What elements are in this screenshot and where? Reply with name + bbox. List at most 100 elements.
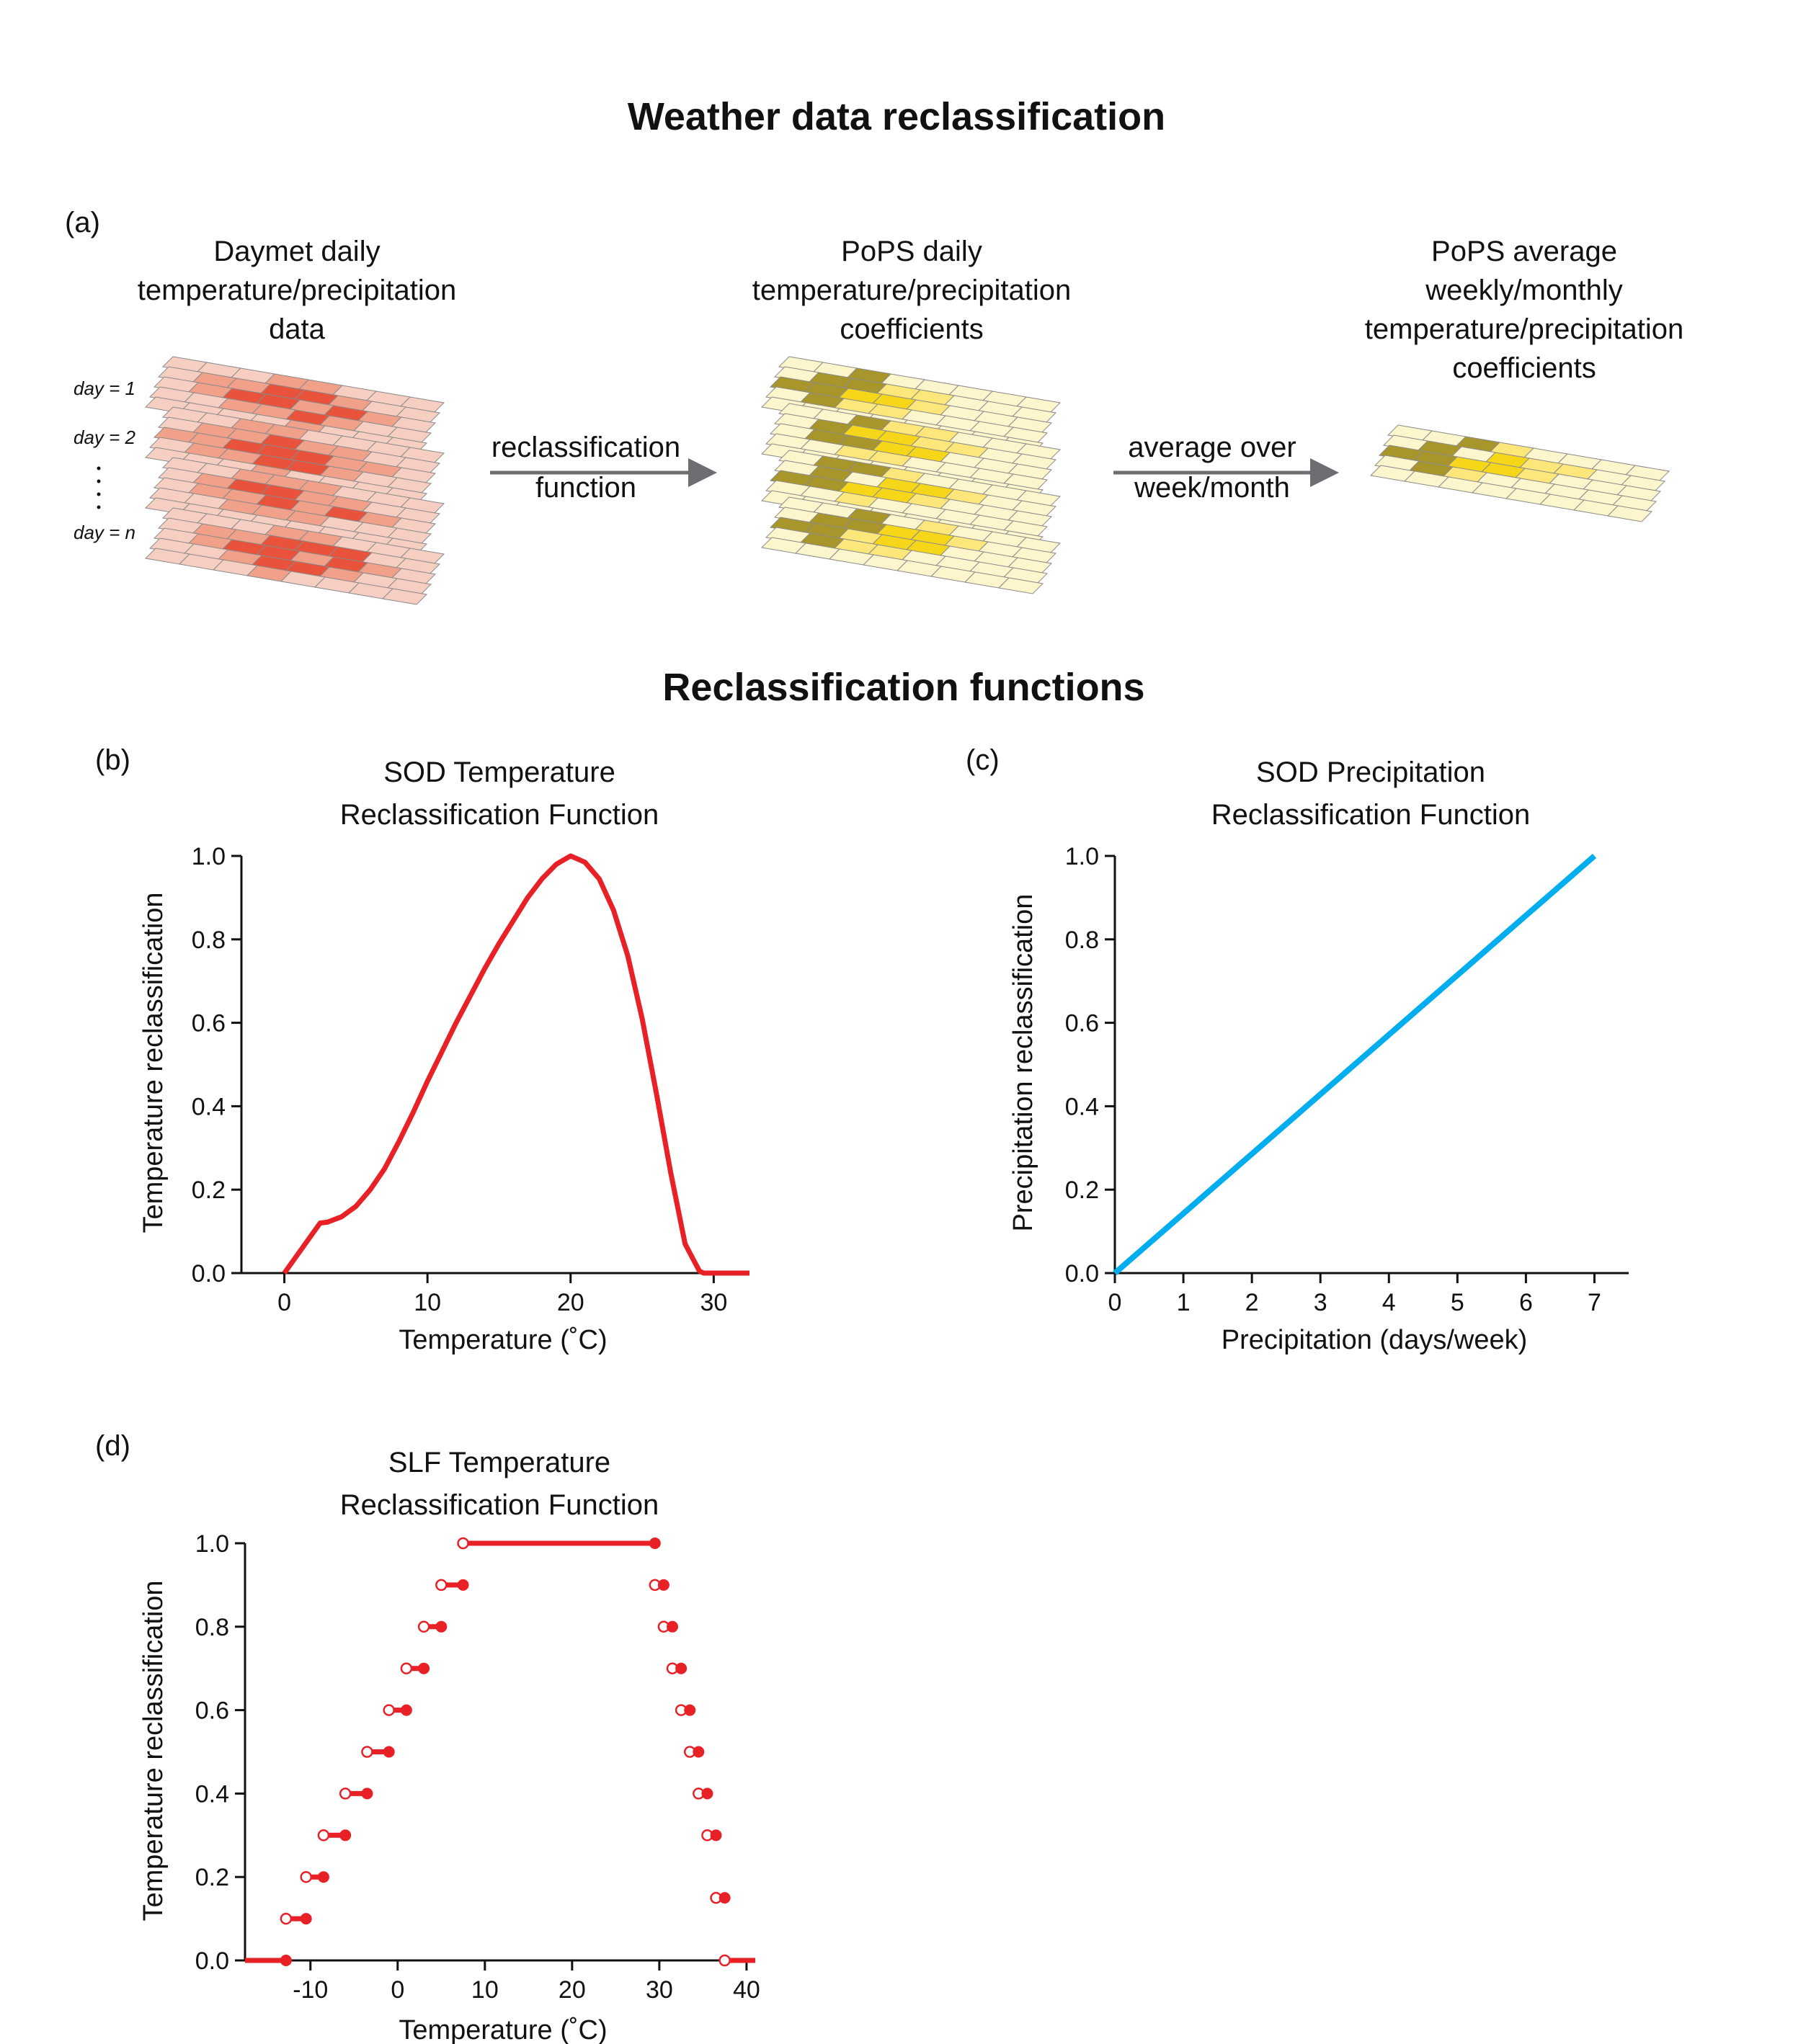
x-tick-label: 2 [1245,1289,1259,1316]
col3-line1: PoPS average [1431,236,1617,267]
y-tick-label: 1.0 [1065,843,1099,870]
y-tick-label: 0.8 [1065,927,1099,954]
x-tick-label: 10 [414,1289,441,1316]
x-tick-label: 1 [1177,1289,1191,1316]
y-tick-label: 0.0 [195,1947,229,1975]
open-point [339,1788,352,1800]
col3-line2: weekly/monthly [1425,275,1622,306]
chart-c-ylabel: Precipitation reclassification [1008,894,1038,1232]
day-label-1: day = 1 [74,378,135,399]
closed-point [675,1662,688,1674]
open-point [361,1746,373,1758]
chart-b-title-2: Reclassification Function [340,799,659,831]
pops-average-layer [1369,424,1670,522]
sod-precipitation-line [1113,853,1597,1276]
chart-c-title-1: SOD Precipitation [1256,757,1485,788]
open-point [718,1954,731,1967]
closed-point [693,1746,705,1758]
closed-point [435,1620,448,1633]
col1-line2: temperature/precipitation [138,275,456,306]
closed-point [383,1746,395,1758]
arrow2-label2: week/month [1134,472,1290,504]
arrow2-label1: average over [1128,432,1296,463]
x-tick-label: 7 [1588,1289,1601,1316]
y-tick-label: 0.4 [192,1093,226,1120]
closed-point [300,1913,312,1925]
chart-d-title-2: Reclassification Function [340,1489,659,1521]
x-tick-label: 20 [557,1289,584,1316]
closed-point [361,1788,373,1800]
x-tick-label: 30 [700,1289,727,1316]
col2-line1: PoPS daily [841,236,982,267]
col3-line4: coefficients [1452,352,1596,384]
closed-point [317,1871,329,1883]
closed-point [667,1620,679,1633]
chart-c-xlabel: Precipitation (days/week) [1222,1325,1528,1355]
col2-line2: temperature/precipitation [752,275,1071,306]
x-tick-label: 0 [277,1289,291,1316]
open-point [317,1829,330,1842]
chart-d-xlabel: Temperature (˚C) [399,2015,607,2044]
y-tick-label: 0.4 [1065,1093,1099,1120]
closed-point [657,1579,669,1591]
panel-d-label: (d) [95,1430,130,1462]
y-tick-label: 0.4 [195,1780,229,1808]
closed-point [400,1704,412,1716]
y-tick-label: 0.6 [195,1697,229,1725]
chart-b-title-1: SOD Temperature [383,757,615,788]
open-point [383,1704,395,1716]
y-tick-label: 0.2 [1065,1177,1099,1204]
arrow1-label2: function [535,472,636,504]
open-point [435,1579,448,1592]
open-point [280,1912,293,1925]
closed-point [710,1829,722,1842]
chart-c-title-2: Reclassification Function [1211,799,1530,831]
open-point [400,1662,413,1674]
functions-heading: Reclassification functions [662,666,1144,709]
chart-c-plot: 0.0 0.2 0.4 0.6 0.8 1.0 0 1 2 3 4 5 6 7 [1065,843,1629,1316]
chart-d-title-1: SLF Temperature [388,1447,610,1478]
x-tick-label: 5 [1451,1289,1464,1316]
y-tick-label: 0.6 [1065,1010,1099,1037]
reclassification-arrow [490,458,717,487]
x-tick-label: 4 [1382,1289,1396,1316]
grid-cell [381,588,428,605]
panel-b-label: (b) [95,744,130,776]
x-tick-label: 20 [559,1976,586,2004]
chart-b-xlabel: Temperature (˚C) [399,1325,607,1355]
closed-point [280,1955,292,1966]
y-tick-label: 0.8 [195,1614,229,1641]
panel-c-label: (c) [966,744,1000,776]
chart-b-plot: 0.0 0.2 0.4 0.6 0.8 1.0 0 10 20 30 [192,843,749,1316]
col1-line3: data [269,313,326,345]
main-heading: Weather data reclassification [628,95,1165,138]
open-point [417,1620,430,1633]
x-tick-label: 10 [471,1976,499,2004]
y-tick-label: 0.2 [195,1864,229,1891]
y-tick-label: 1.0 [195,1530,229,1558]
daymet-layer-1 [144,356,445,454]
ellipsis-dots [97,466,101,509]
col1-line1: Daymet daily [213,236,380,267]
closed-point [457,1579,469,1591]
day-label-n: day = n [74,522,135,543]
x-tick-label: 40 [733,1976,760,2004]
closed-point [684,1704,696,1716]
sod-temperature-curve [282,853,749,1276]
x-tick-label: 0 [391,1976,404,2004]
open-point [457,1537,469,1550]
closed-point [718,1892,731,1904]
x-tick-label: 3 [1314,1289,1327,1316]
chart-d-ylabel: Temperature reclassification [138,1580,169,1921]
pops-daily-layer-4 [760,496,1062,594]
y-tick-label: 0.0 [192,1260,226,1287]
x-tick-label: 30 [646,1976,673,2004]
open-point [300,1870,312,1883]
daymet-layer-4 [144,507,445,605]
y-tick-label: 0.2 [192,1177,226,1204]
x-tick-label: -10 [293,1976,328,2004]
closed-point [701,1788,713,1800]
y-tick-label: 1.0 [192,843,226,870]
closed-point [339,1829,352,1842]
